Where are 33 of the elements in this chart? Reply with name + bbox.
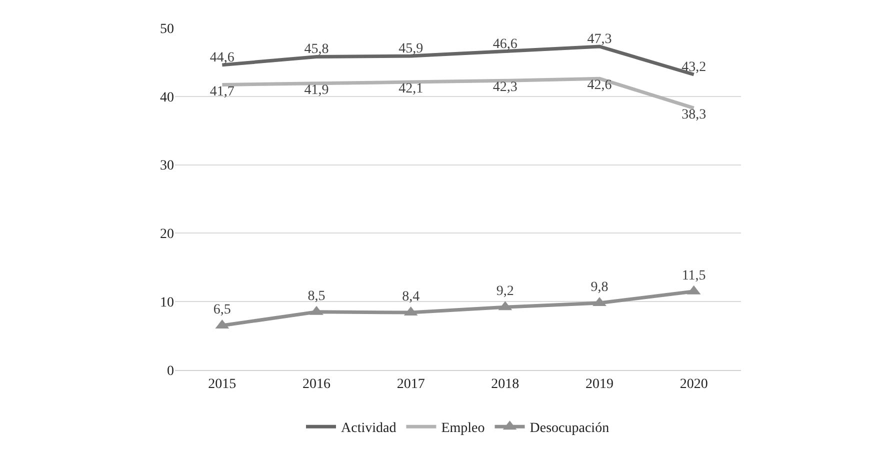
y-tick-label: 50 [160, 22, 174, 37]
data-label: 8,5 [308, 288, 326, 304]
x-tick-label: 2018 [491, 376, 520, 392]
x-tick-label: 2016 [302, 376, 330, 392]
data-label: 42,1 [398, 82, 424, 97]
y-tick-label: 10 [160, 296, 174, 310]
x-tick-label: 2015 [208, 376, 236, 392]
data-label: 11,5 [682, 268, 706, 284]
data-label: 43,2 [682, 60, 706, 76]
y-tick-label: 30 [160, 158, 174, 174]
data-label: 45,8 [304, 42, 329, 58]
y-tick-label: 40 [160, 90, 174, 106]
legend-label: Desocupación [530, 421, 610, 436]
data-label: 41,7 [210, 84, 234, 100]
data-label: 8,4 [402, 290, 420, 305]
data-label: 38,3 [682, 108, 706, 123]
data-label: 44,6 [210, 50, 234, 66]
x-tick-label: 2019 [586, 376, 614, 392]
data-label: 45,9 [398, 42, 424, 57]
y-tick-label: 0 [167, 364, 174, 379]
data-label: 9,2 [496, 284, 514, 300]
legend-label: Empleo [441, 421, 485, 436]
data-label: 42,3 [492, 80, 518, 96]
data-label: 46,6 [492, 36, 518, 52]
data-label: 42,6 [587, 78, 612, 94]
data-label: 9,8 [590, 280, 608, 295]
x-tick-label: 2020 [680, 376, 708, 392]
data-label: 47,3 [587, 32, 612, 47]
y-tick-label: 20 [160, 227, 174, 242]
data-label: 6,5 [213, 302, 231, 318]
legend-label: Actividad [341, 421, 396, 436]
data-label: 41,9 [304, 82, 329, 98]
x-tick-label: 2017 [396, 376, 425, 392]
